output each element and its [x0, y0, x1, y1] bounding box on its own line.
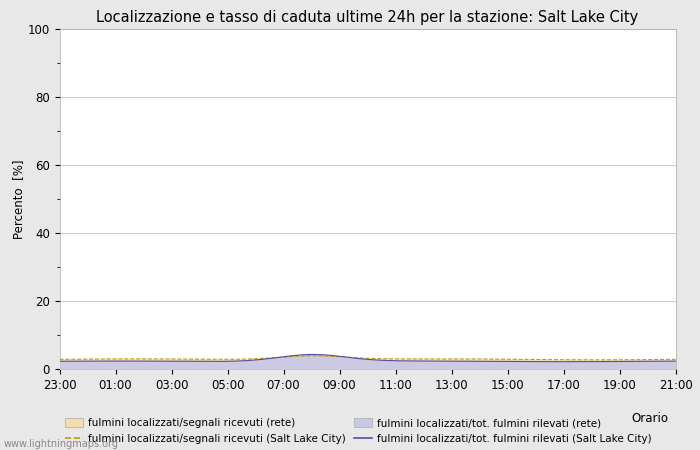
Legend: fulmini localizzati/segnali ricevuti (rete), fulmini localizzati/segnali ricevut: fulmini localizzati/segnali ricevuti (re… [64, 418, 651, 444]
Text: Orario: Orario [631, 412, 668, 425]
Y-axis label: Percento  [%]: Percento [%] [12, 159, 24, 239]
Text: www.lightningmaps.org: www.lightningmaps.org [4, 439, 118, 449]
Title: Localizzazione e tasso di caduta ultime 24h per la stazione: Salt Lake City: Localizzazione e tasso di caduta ultime … [97, 10, 638, 25]
